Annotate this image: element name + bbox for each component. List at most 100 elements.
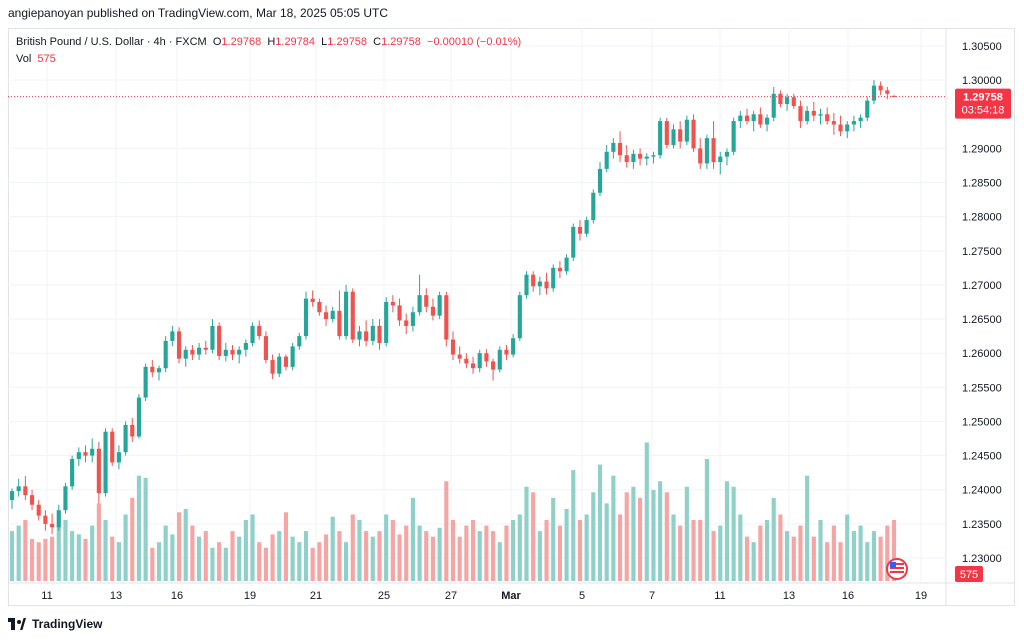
candle-body: [263, 336, 268, 361]
volume-bar: [571, 470, 576, 581]
time-tick-label: 11: [41, 590, 52, 602]
candle-body: [243, 342, 248, 350]
volume-bar: [9, 531, 15, 581]
volume-bar: [297, 542, 302, 581]
volume-bar: [290, 536, 295, 581]
last-price-badge: [955, 88, 1011, 119]
candle-body: [871, 85, 877, 101]
candle-body: [651, 155, 656, 157]
volume-bar: [76, 534, 81, 581]
volume-bar: [310, 547, 315, 581]
volume-bar: [785, 531, 790, 581]
legend-high: 1.29784: [275, 36, 316, 48]
legend-vol-label: Vol: [16, 53, 32, 65]
candle-body: [885, 90, 890, 94]
legend-open-label: O: [212, 36, 222, 48]
volume-bar: [477, 531, 482, 581]
volume-bar: [497, 542, 502, 581]
candle-body: [758, 114, 763, 125]
candle-body: [203, 347, 208, 350]
volume-bar: [731, 486, 736, 581]
time-tick-label: 16: [842, 590, 854, 602]
candle-body: [818, 114, 823, 116]
candle-body: [437, 295, 442, 316]
candle-body: [845, 124, 850, 132]
volume-bar: [491, 531, 496, 581]
volume-bar: [671, 514, 676, 581]
volume-bar: [344, 542, 349, 581]
volume-bar: [103, 520, 108, 581]
volume-bar: [176, 512, 182, 581]
volume-bar: [96, 503, 101, 581]
time-tick-label: 19: [915, 590, 927, 602]
candle-body: [190, 349, 195, 355]
candle-body: [344, 291, 349, 337]
candle-body: [90, 448, 95, 456]
candle-body: [257, 325, 262, 337]
candle-body: [156, 368, 162, 373]
volume-bar: [257, 542, 262, 581]
candle-body: [150, 366, 155, 373]
time-axis: 11 13 16 19 21 25 27 Mar 5 7 11 13 16 19: [41, 590, 927, 602]
candle-body: [63, 486, 68, 511]
volume-bar: [437, 527, 442, 581]
volume-bar: [90, 525, 95, 581]
candle-body: [424, 295, 429, 307]
candle-body: [718, 156, 723, 163]
volume-bar: [350, 514, 355, 581]
candle-body: [76, 452, 81, 460]
candle-body: [624, 155, 629, 163]
volume-bar: [878, 536, 883, 581]
volume-bar: [838, 542, 843, 581]
candle-body: [457, 354, 462, 359]
volume-bar: [183, 508, 188, 581]
price-tick-label: 1.28000: [962, 212, 1002, 224]
volume-bar: [825, 542, 830, 581]
volume-bar: [444, 481, 449, 581]
candle-body: [377, 325, 382, 343]
volume-bar: [63, 520, 68, 581]
volume-bar: [470, 520, 476, 581]
candle-body: [865, 100, 870, 118]
volume-bar: [337, 531, 342, 581]
candle-body: [831, 121, 836, 125]
candle-body: [571, 226, 576, 258]
volume-bar: [210, 547, 215, 581]
volume-bar: [170, 534, 175, 581]
candle-body: [664, 121, 669, 145]
candle-body: [384, 302, 389, 343]
candle-body: [410, 312, 415, 326]
candle-body: [564, 257, 569, 272]
volume-bar: [203, 531, 208, 581]
volume-bar: [771, 497, 776, 581]
volume-bar: [764, 520, 770, 581]
candle-body: [310, 298, 315, 302]
volume-bar: [150, 547, 155, 581]
volume-bar: [557, 525, 562, 581]
tradingview-logo[interactable]: TradingView: [8, 617, 102, 631]
candle-body: [123, 424, 128, 453]
candle-body: [597, 168, 603, 193]
time-tick-label: 7: [649, 590, 655, 602]
candle-body: [250, 325, 255, 343]
volume-bar: [577, 520, 583, 581]
volume-bar: [29, 538, 35, 581]
candle-body: [477, 353, 482, 369]
candle-body: [217, 325, 222, 356]
candle-body: [337, 310, 342, 337]
candle-body: [56, 510, 61, 528]
volume-bar: [517, 514, 522, 581]
legend-ohlc-line: British Pound / U.S. Dollar · 4h · FXCM …: [16, 34, 521, 51]
candle-body: [711, 138, 716, 163]
legend-volume-line: Vol 575: [16, 51, 521, 68]
candle-body: [591, 192, 596, 221]
volume-bar: [36, 542, 41, 581]
volume-bar: [277, 531, 282, 581]
volume-bar: [123, 514, 128, 581]
volume-bar: [364, 531, 369, 581]
time-tick-label: 16: [171, 590, 183, 602]
chart-legend: British Pound / U.S. Dollar · 4h · FXCM …: [16, 34, 521, 68]
volume-bar: [370, 536, 375, 581]
